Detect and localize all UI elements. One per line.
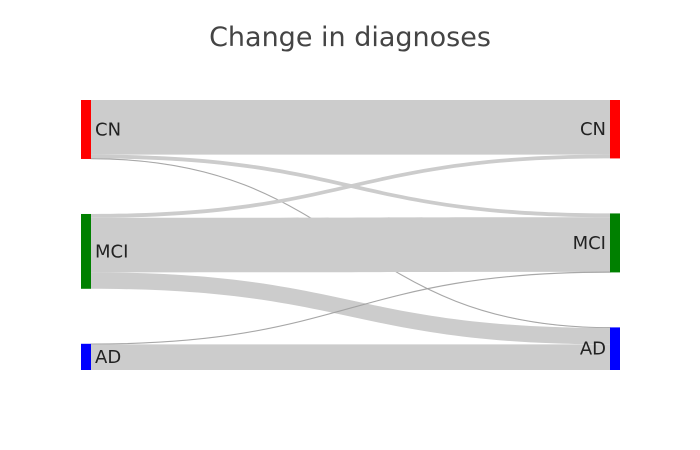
node-label-mci-right: MCI bbox=[573, 233, 606, 254]
sankey-link-cn-to-cn[interactable] bbox=[91, 100, 610, 155]
sankey-node-ad-left[interactable] bbox=[81, 343, 91, 370]
links-group bbox=[90, 100, 611, 370]
node-label-ad-right: AD bbox=[580, 339, 606, 360]
sankey-link-mci-to-mci[interactable] bbox=[91, 217, 610, 273]
chart-title: Change in diagnoses bbox=[209, 22, 491, 53]
sankey-node-mci-right[interactable] bbox=[610, 213, 620, 273]
node-label-cn-right: CN bbox=[580, 119, 606, 140]
sankey-node-mci-left[interactable] bbox=[81, 213, 91, 289]
sankey-link-mci-to-cn[interactable] bbox=[91, 154, 610, 218]
node-label-mci-left: MCI bbox=[95, 241, 128, 262]
sankey-node-cn-left[interactable] bbox=[81, 100, 91, 159]
node-label-cn-left: CN bbox=[95, 119, 121, 140]
node-label-ad-left: AD bbox=[95, 347, 121, 368]
sankey-node-ad-right[interactable] bbox=[610, 327, 620, 370]
sankey-link-ad-to-ad[interactable] bbox=[91, 344, 610, 370]
sankey-node-cn-right[interactable] bbox=[610, 100, 620, 159]
